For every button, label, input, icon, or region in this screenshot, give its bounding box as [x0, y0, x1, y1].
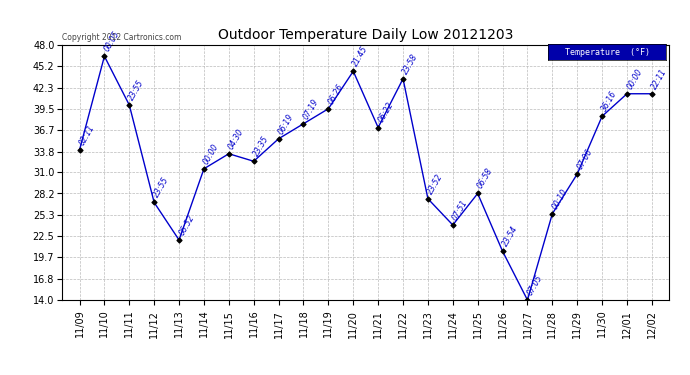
Point — [174, 237, 185, 243]
Text: 00:05: 00:05 — [103, 29, 121, 53]
Text: Copyright 2012 Cartronics.com: Copyright 2012 Cartronics.com — [62, 33, 181, 42]
Point — [572, 171, 583, 177]
Text: 23:55: 23:55 — [152, 176, 171, 200]
Point — [273, 136, 284, 142]
Text: 07:19: 07:19 — [302, 97, 320, 121]
Text: 23:52: 23:52 — [426, 172, 445, 196]
Text: 06:52: 06:52 — [177, 213, 196, 237]
Text: 22:11: 22:11 — [650, 67, 669, 91]
Point — [298, 121, 309, 127]
Text: 36:16: 36:16 — [600, 89, 619, 113]
Text: 00:00: 00:00 — [202, 142, 221, 166]
Point — [348, 68, 359, 74]
Point — [224, 151, 235, 157]
Point — [546, 211, 558, 217]
Text: 23:58: 23:58 — [401, 52, 420, 76]
Title: Outdoor Temperature Daily Low 20121203: Outdoor Temperature Daily Low 20121203 — [218, 28, 513, 42]
Point — [148, 200, 159, 206]
Point — [472, 190, 483, 196]
Text: 00:00: 00:00 — [625, 67, 644, 91]
Text: 07:05: 07:05 — [526, 273, 544, 297]
Text: 02:11: 02:11 — [77, 123, 97, 147]
Text: 21:45: 21:45 — [351, 44, 371, 68]
Text: 00:10: 00:10 — [551, 187, 569, 211]
Text: 23:35: 23:35 — [252, 134, 270, 158]
Point — [373, 124, 384, 130]
Text: 06:58: 06:58 — [476, 166, 495, 190]
Point — [199, 166, 210, 172]
Point — [248, 158, 259, 164]
Text: 23:54: 23:54 — [501, 224, 520, 248]
Text: 07:06: 07:06 — [575, 147, 594, 171]
Point — [74, 147, 85, 153]
Point — [422, 196, 433, 202]
Point — [522, 297, 533, 303]
Point — [597, 113, 608, 119]
Point — [99, 53, 110, 59]
Point — [497, 248, 508, 254]
Text: 04:30: 04:30 — [227, 127, 246, 151]
Text: 07:51: 07:51 — [451, 198, 470, 222]
Point — [447, 222, 458, 228]
Text: 23:55: 23:55 — [128, 78, 146, 102]
Point — [397, 76, 408, 82]
Point — [323, 106, 334, 112]
Text: 06:22: 06:22 — [376, 100, 395, 124]
Text: 06:26: 06:26 — [326, 82, 345, 106]
Point — [124, 102, 135, 108]
Point — [647, 91, 658, 97]
Point — [622, 91, 633, 97]
Text: 06:19: 06:19 — [277, 112, 295, 136]
